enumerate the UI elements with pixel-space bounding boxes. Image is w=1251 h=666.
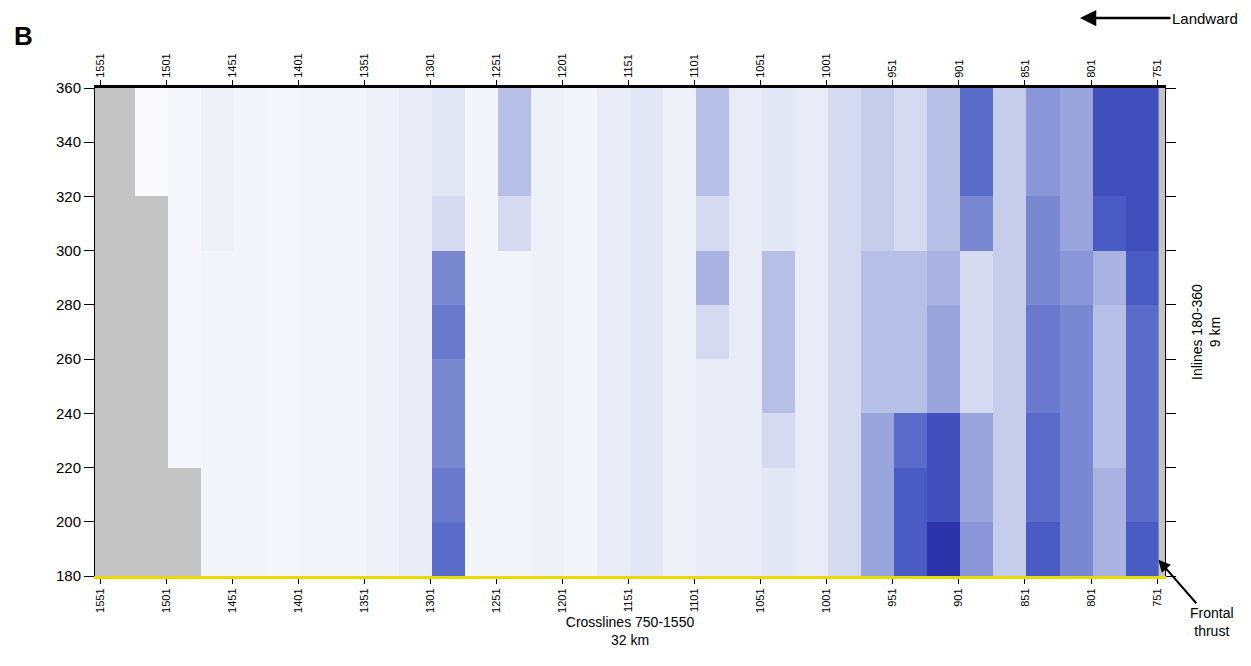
svg-text:1251: 1251 bbox=[490, 588, 502, 612]
svg-text:320: 320 bbox=[56, 188, 81, 205]
svg-text:901: 901 bbox=[953, 59, 965, 77]
svg-text:200: 200 bbox=[56, 513, 81, 530]
svg-text:1151: 1151 bbox=[622, 588, 634, 612]
svg-text:951: 951 bbox=[886, 59, 898, 77]
svg-text:240: 240 bbox=[56, 405, 81, 422]
svg-text:280: 280 bbox=[56, 296, 81, 313]
svg-text:1551: 1551 bbox=[94, 53, 106, 77]
svg-text:Inlines 180-3609 km: Inlines 180-3609 km bbox=[1189, 284, 1223, 380]
svg-text:901: 901 bbox=[953, 588, 965, 606]
svg-text:1351: 1351 bbox=[358, 53, 370, 77]
svg-text:1051: 1051 bbox=[754, 53, 766, 77]
svg-text:300: 300 bbox=[56, 242, 81, 259]
svg-text:1251: 1251 bbox=[490, 53, 502, 77]
svg-text:180: 180 bbox=[56, 567, 81, 584]
svg-text:1101: 1101 bbox=[688, 588, 700, 612]
svg-text:751: 751 bbox=[1151, 59, 1163, 77]
svg-text:1351: 1351 bbox=[358, 588, 370, 612]
svg-text:1001: 1001 bbox=[820, 588, 832, 612]
svg-text:1501: 1501 bbox=[160, 588, 172, 612]
svg-text:801: 801 bbox=[1085, 588, 1097, 606]
svg-text:851: 851 bbox=[1019, 59, 1031, 77]
svg-text:801: 801 bbox=[1085, 59, 1097, 77]
svg-text:B: B bbox=[14, 21, 33, 51]
svg-text:Crosslines 750-155032 km: Crosslines 750-155032 km bbox=[566, 614, 695, 648]
svg-text:1451: 1451 bbox=[226, 588, 238, 612]
svg-text:751: 751 bbox=[1151, 588, 1163, 606]
svg-text:1201: 1201 bbox=[556, 588, 568, 612]
svg-text:340: 340 bbox=[56, 133, 81, 150]
svg-text:1001: 1001 bbox=[820, 53, 832, 77]
svg-text:1301: 1301 bbox=[424, 588, 436, 612]
svg-text:951: 951 bbox=[886, 588, 898, 606]
svg-text:1401: 1401 bbox=[292, 588, 304, 612]
svg-text:1301: 1301 bbox=[424, 53, 436, 77]
svg-text:1451: 1451 bbox=[226, 53, 238, 77]
svg-text:220: 220 bbox=[56, 459, 81, 476]
svg-text:1551: 1551 bbox=[94, 588, 106, 612]
svg-text:1151: 1151 bbox=[622, 54, 634, 78]
svg-text:1201: 1201 bbox=[556, 53, 568, 77]
svg-text:360: 360 bbox=[56, 79, 81, 96]
svg-text:1101: 1101 bbox=[688, 54, 700, 78]
svg-text:Landward: Landward bbox=[1172, 10, 1238, 27]
svg-text:1051: 1051 bbox=[754, 588, 766, 612]
svg-text:1501: 1501 bbox=[160, 53, 172, 77]
svg-text:Frontalthrust: Frontalthrust bbox=[1190, 605, 1234, 639]
svg-text:260: 260 bbox=[56, 350, 81, 367]
svg-text:851: 851 bbox=[1019, 588, 1031, 606]
svg-text:1401: 1401 bbox=[292, 53, 304, 77]
